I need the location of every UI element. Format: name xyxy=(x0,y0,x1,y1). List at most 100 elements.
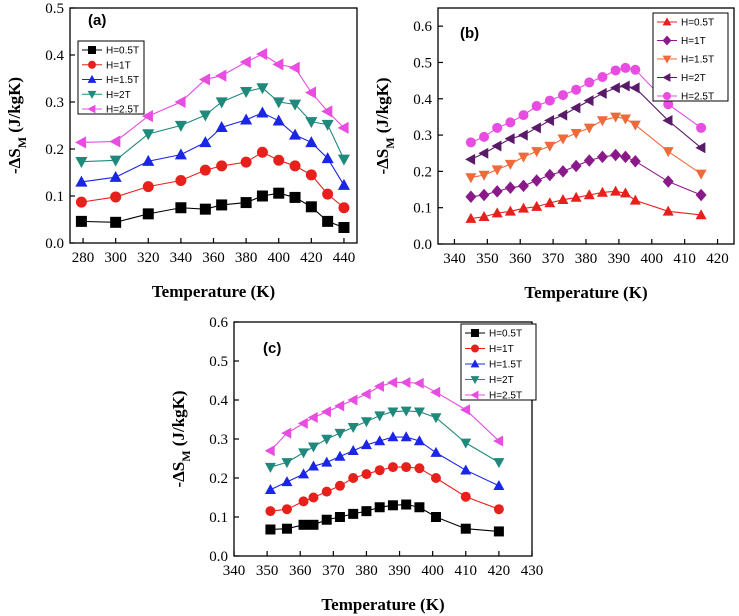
data-point xyxy=(264,462,276,473)
data-point xyxy=(199,110,212,122)
y-tick-label: 0.5 xyxy=(45,1,64,17)
series-H=1.5T xyxy=(75,106,351,190)
data-point xyxy=(360,388,371,400)
data-point xyxy=(465,190,477,204)
data-point xyxy=(517,129,528,141)
data-point xyxy=(240,156,252,168)
series-H=0.5T xyxy=(265,499,504,537)
data-point xyxy=(361,506,372,517)
data-point xyxy=(695,142,706,154)
data-point xyxy=(307,412,318,424)
data-point xyxy=(334,450,346,461)
data-point xyxy=(530,122,541,134)
x-tick-label: 420 xyxy=(300,250,323,266)
data-point xyxy=(491,165,503,176)
panel-label: (b) xyxy=(460,25,479,42)
data-point xyxy=(374,502,385,513)
data-point xyxy=(338,221,350,233)
series-H=2.5T xyxy=(465,62,707,148)
data-point xyxy=(557,90,568,101)
x-tick-label: 340 xyxy=(170,250,193,266)
data-point xyxy=(662,205,674,216)
data-point xyxy=(479,131,490,142)
legend-marker xyxy=(88,46,96,54)
data-point xyxy=(387,376,398,388)
data-point xyxy=(334,512,345,522)
legend-entry: H=1.5T xyxy=(489,360,522,371)
data-point xyxy=(387,407,399,418)
y-tick-label: 0.3 xyxy=(209,432,228,448)
data-point xyxy=(305,117,318,129)
data-point xyxy=(288,128,302,140)
data-point xyxy=(110,216,122,228)
x-tick-label: 360 xyxy=(289,563,312,579)
data-point xyxy=(610,112,622,123)
data-point xyxy=(281,504,292,515)
y-tick-label: 0.3 xyxy=(413,128,432,144)
legend-entry: H=2T xyxy=(489,375,514,386)
data-point xyxy=(281,476,293,487)
y-tick-label: 0.0 xyxy=(209,549,228,565)
legend: H=0.5T H=1T H=1.5T H=2T H=2.5T xyxy=(652,12,729,103)
data-point xyxy=(360,439,372,450)
data-point xyxy=(75,157,88,169)
chart-panel-a: 280 300 320 340 360 380 400 420 440 0.0 0.1 0.2 0.3 0… xyxy=(5,1,358,301)
data-point xyxy=(518,110,529,121)
panel-label: (c) xyxy=(263,340,281,357)
series-H=1.5T xyxy=(465,112,707,184)
data-point xyxy=(492,122,503,133)
data-point xyxy=(570,102,581,114)
legend: H=0.5T H=1T H=1.5T H=2T H=2.5T xyxy=(77,40,145,116)
y-tick-label: 0.5 xyxy=(209,354,228,370)
legend-marker xyxy=(87,104,96,114)
data-point xyxy=(493,435,504,447)
y-tick-label: 0.1 xyxy=(413,201,432,217)
legend-entry: H=2.5T xyxy=(489,391,522,402)
data-point xyxy=(583,154,595,167)
data-point xyxy=(583,189,595,200)
series-line xyxy=(470,154,702,198)
data-point xyxy=(414,502,425,513)
data-point xyxy=(478,188,490,202)
data-point xyxy=(596,186,608,197)
data-point xyxy=(663,99,674,110)
data-point xyxy=(629,82,640,94)
data-point xyxy=(142,129,155,141)
data-point xyxy=(544,197,556,208)
data-point xyxy=(387,500,398,511)
data-point xyxy=(583,123,595,134)
legend-entry: H=2T xyxy=(106,90,131,101)
data-point xyxy=(430,473,441,483)
y-tick-label: 0.6 xyxy=(209,315,228,331)
legend-entry: H=2.5T xyxy=(681,92,714,103)
y-axis-title: -ΔSM (J/kgK) xyxy=(373,77,397,174)
series-H=0.5T xyxy=(465,185,707,223)
data-point xyxy=(265,524,276,535)
data-point xyxy=(430,512,441,522)
data-point xyxy=(298,448,310,459)
data-point xyxy=(695,169,707,180)
legend-marker xyxy=(662,73,671,82)
data-point xyxy=(557,165,569,178)
data-point xyxy=(109,155,122,167)
data-point xyxy=(347,444,359,455)
legend-marker xyxy=(87,74,97,83)
data-point xyxy=(216,199,228,211)
x-tick-label: 380 xyxy=(575,251,598,267)
legend-marker xyxy=(663,92,671,100)
data-point xyxy=(557,134,569,145)
data-point xyxy=(493,458,505,469)
data-point xyxy=(695,209,707,220)
data-point xyxy=(518,179,530,193)
series-line xyxy=(470,85,702,160)
x-tick-label: 410 xyxy=(673,251,696,267)
data-point xyxy=(630,64,641,75)
y-tick-label: 0.0 xyxy=(45,236,64,252)
data-point xyxy=(531,147,543,158)
data-point xyxy=(320,406,331,418)
y-axis-title: -ΔSM (J/kgK) xyxy=(5,77,29,174)
series-line xyxy=(81,151,345,209)
data-point xyxy=(571,84,582,95)
data-point xyxy=(337,121,349,134)
